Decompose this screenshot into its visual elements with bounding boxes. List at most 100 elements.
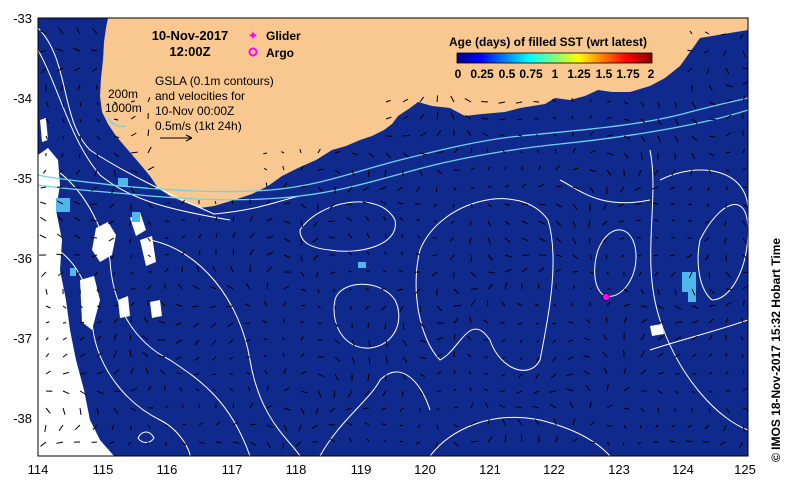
velocity-arrow	[589, 115, 592, 120]
velocity-arrow	[364, 390, 370, 397]
velocity-arrow	[708, 318, 715, 324]
velocity-arrow	[725, 271, 731, 278]
velocity-arrow	[589, 169, 597, 173]
velocity-arrow	[416, 218, 421, 222]
velocity-arrow	[145, 367, 149, 375]
velocity-arrow	[603, 237, 608, 243]
velocity-arrow	[399, 407, 404, 412]
velocity-arrow	[215, 441, 223, 444]
velocity-arrow	[129, 333, 132, 341]
velocity-arrow	[669, 440, 676, 443]
velocity-arrow	[520, 435, 523, 443]
velocity-arrow	[300, 352, 305, 358]
velocity-arrow	[487, 271, 495, 274]
velocity-arrow	[583, 370, 591, 375]
velocity-arrow	[687, 67, 693, 73]
velocity-arrow	[453, 186, 457, 192]
velocity-arrow	[536, 356, 540, 362]
velocity-arrow	[348, 288, 353, 291]
velocity-arrow	[232, 232, 236, 239]
velocity-arrow	[266, 441, 271, 449]
velocity-arrow	[130, 407, 137, 412]
velocity-arrow	[725, 114, 732, 120]
velocity-arrow	[402, 98, 409, 103]
velocity-arrow	[385, 152, 392, 159]
velocity-arrow	[436, 353, 443, 358]
velocity-arrow	[58, 424, 64, 431]
velocity-arrow	[181, 251, 186, 256]
velocity-arrow	[147, 424, 151, 429]
velocity-arrow	[657, 101, 661, 108]
velocity-arrow	[572, 438, 578, 443]
velocity-arrow	[317, 148, 321, 154]
velocity-arrow	[623, 386, 630, 392]
velocity-arrow	[246, 372, 251, 375]
velocity-arrow	[725, 67, 730, 75]
velocity-arrow	[300, 203, 307, 209]
velocity-arrow	[328, 236, 336, 239]
velocity-arrow	[96, 407, 100, 415]
velocity-arrow	[589, 401, 592, 409]
velocity-arrow	[247, 386, 251, 392]
velocity-arrow	[129, 237, 132, 244]
velocity-arrow	[740, 317, 744, 324]
velocity-arrow	[419, 373, 426, 378]
velocity-arrow	[708, 372, 713, 375]
velocity-arrow	[400, 251, 404, 256]
velocity-arrow	[657, 352, 664, 358]
argo-float-marker[interactable]	[602, 293, 610, 301]
velocity-arrow	[283, 424, 288, 432]
velocity-arrow	[538, 183, 545, 188]
velocity-arrow	[295, 441, 302, 447]
velocity-arrow	[671, 424, 676, 428]
velocity-arrow	[640, 118, 646, 124]
velocity-arrow	[603, 367, 608, 375]
velocity-arrow	[549, 403, 557, 409]
velocity-arrow	[570, 302, 574, 307]
velocity-arrow	[57, 233, 64, 239]
velocity-arrow	[147, 146, 152, 154]
velocity-arrow	[640, 333, 646, 341]
velocity-arrow	[380, 200, 387, 205]
velocity-arrow	[653, 169, 659, 176]
velocity-arrow	[130, 367, 134, 375]
velocity-arrow	[40, 441, 47, 447]
velocity-arrow	[657, 305, 665, 310]
velocity-arrow	[419, 96, 425, 103]
velocity-arrow	[606, 441, 610, 446]
velocity-arrow	[417, 424, 421, 429]
velocity-arrow	[567, 356, 574, 361]
velocity-arrow	[572, 203, 578, 210]
recent-sst-patches	[56, 178, 696, 302]
velocity-arrow	[487, 166, 491, 171]
velocity-arrow	[536, 149, 540, 154]
velocity-arrow	[39, 30, 47, 35]
velocity-arrow	[708, 118, 716, 121]
velocity-arrow	[57, 271, 64, 277]
velocity-arrow	[108, 237, 115, 242]
velocity-arrow	[147, 203, 154, 209]
velocity-arrow	[535, 373, 540, 379]
velocity-arrow	[453, 441, 459, 447]
velocity-arrow	[654, 218, 659, 222]
velocity-arrow	[42, 169, 47, 174]
velocity-arrow	[334, 356, 341, 362]
velocity-arrow	[555, 203, 563, 208]
velocity-arrow	[334, 169, 341, 175]
velocity-arrow	[602, 334, 608, 341]
velocity-arrow	[487, 254, 493, 261]
velocity-arrow	[553, 418, 557, 426]
velocity-arrow	[500, 373, 506, 377]
velocity-arrow	[283, 237, 291, 243]
velocity-arrow	[212, 339, 217, 346]
velocity-arrow	[742, 148, 746, 154]
velocity-arrow	[266, 217, 273, 222]
velocity-arrow	[623, 424, 627, 430]
velocity-arrow	[725, 288, 733, 291]
velocity-arrow	[113, 135, 120, 139]
lon-tick: 120	[414, 462, 436, 477]
velocity-arrow	[56, 253, 64, 256]
velocity-arrow	[572, 147, 576, 154]
velocity-arrow	[504, 237, 511, 243]
velocity-arrow	[73, 216, 81, 222]
